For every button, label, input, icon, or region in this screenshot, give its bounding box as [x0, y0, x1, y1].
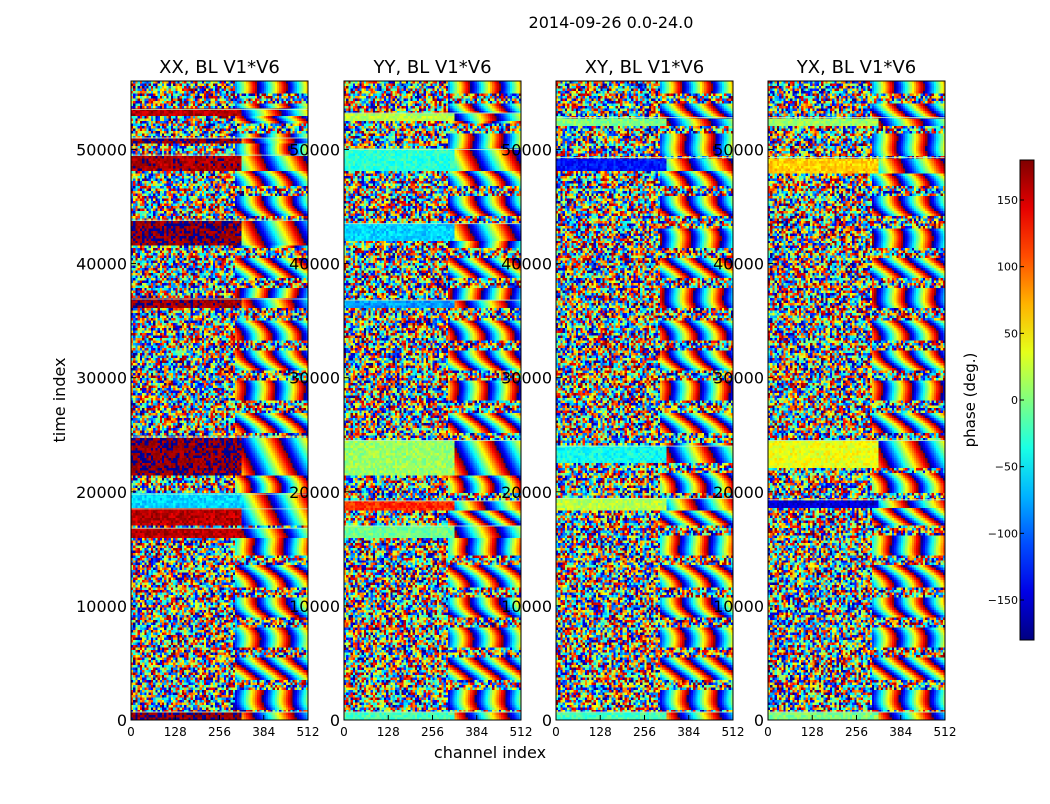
- x-tick-label: 128: [589, 725, 612, 739]
- phase-heatmap-3: [556, 81, 733, 720]
- panel-title: XY, BL V1*V6: [585, 57, 704, 78]
- y-tick-label: 40000: [76, 255, 127, 274]
- y-tick-label: 0: [330, 711, 340, 730]
- panel-2: YY, BL V1*V6 0 128 256 384 512 0 10000 20000 3000…: [289, 57, 532, 739]
- panel-1: XX, BL V1*V6 0 128 256 384 512 0 10000 20000 3000…: [76, 57, 319, 739]
- phase-heatmap-4: [768, 81, 945, 720]
- panels-layer: XX, BL V1*V6 0 128 256 384 512 0 10000 20000 3000…: [76, 57, 956, 739]
- panel-title: YX, BL V1*V6: [796, 57, 916, 78]
- y-tick-label: 30000: [76, 369, 127, 388]
- colorbar-tick-label: 50: [1004, 327, 1018, 340]
- x-tick-label: 384: [465, 725, 488, 739]
- x-axis-label: channel index: [434, 743, 546, 762]
- colorbar-tick-label: 0: [1011, 394, 1018, 407]
- y-tick-label: 20000: [76, 483, 127, 502]
- y-tick-label: 0: [542, 711, 552, 730]
- x-tick-label: 0: [127, 725, 135, 739]
- colorbar-tick-label: −100: [988, 527, 1018, 540]
- y-tick-label: 10000: [76, 597, 127, 616]
- x-tick-label: 0: [340, 725, 348, 739]
- colorbar: −150 −100 −50 0 50 100 150: [988, 159, 1035, 641]
- phase-heatmap-1: [131, 81, 308, 720]
- x-tick-label: 256: [421, 725, 444, 739]
- y-tick-label: 40000: [713, 255, 764, 274]
- y-tick-label: 50000: [76, 140, 127, 159]
- x-tick-label: 512: [510, 725, 533, 739]
- x-tick-label: 384: [889, 725, 912, 739]
- panel-title: YY, BL V1*V6: [372, 57, 491, 78]
- y-tick-label: 40000: [501, 255, 552, 274]
- x-tick-label: 512: [722, 725, 745, 739]
- x-tick-label: 128: [164, 725, 187, 739]
- colorbar-tick-label: −50: [995, 461, 1018, 474]
- y-tick-label: 50000: [713, 140, 764, 159]
- panel-4: YX, BL V1*V6 0 128 256 384 512 0 10000 20000 3000…: [713, 57, 956, 739]
- y-tick-label: 0: [117, 711, 127, 730]
- y-tick-label: 30000: [713, 369, 764, 388]
- x-tick-label: 384: [677, 725, 700, 739]
- y-tick-label: 30000: [501, 369, 552, 388]
- y-tick-label: 30000: [289, 369, 340, 388]
- x-tick-label: 0: [764, 725, 772, 739]
- y-tick-label: 20000: [713, 483, 764, 502]
- x-tick-label: 512: [297, 725, 320, 739]
- phase-heatmap-2: [344, 81, 521, 720]
- x-tick-label: 512: [934, 725, 957, 739]
- x-tick-label: 128: [801, 725, 824, 739]
- y-tick-label: 0: [754, 711, 764, 730]
- y-tick-label: 20000: [501, 483, 552, 502]
- y-tick-label: 10000: [289, 597, 340, 616]
- x-tick-label: 384: [252, 725, 275, 739]
- y-tick-label: 10000: [501, 597, 552, 616]
- x-tick-label: 256: [633, 725, 656, 739]
- x-tick-label: 256: [845, 725, 868, 739]
- x-tick-label: 128: [377, 725, 400, 739]
- colorbar-tick-label: 150: [997, 194, 1018, 207]
- x-tick-label: 0: [552, 725, 560, 739]
- y-tick-label: 50000: [289, 140, 340, 159]
- panel-3: XY, BL V1*V6 0 128 256 384 512 0 10000 20000 3000…: [501, 57, 744, 739]
- y-axis-label: time index: [50, 357, 69, 442]
- panel-title: XX, BL V1*V6: [159, 57, 280, 78]
- y-tick-label: 10000: [713, 597, 764, 616]
- y-tick-label: 50000: [501, 140, 552, 159]
- x-tick-label: 256: [208, 725, 231, 739]
- y-tick-label: 40000: [289, 255, 340, 274]
- colorbar-label: phase (deg.): [961, 353, 979, 448]
- colorbar-tick-label: 100: [997, 261, 1018, 274]
- figure-title: 2014-09-26 0.0-24.0: [529, 13, 694, 32]
- colorbar-tick-label: −150: [988, 594, 1018, 607]
- y-tick-label: 20000: [289, 483, 340, 502]
